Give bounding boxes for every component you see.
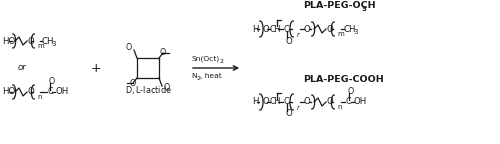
Text: $\mathregular{D,L}$-lactide: $\mathregular{D,L}$-lactide xyxy=(124,84,172,96)
Text: HO: HO xyxy=(2,88,15,96)
Text: CH: CH xyxy=(42,36,54,46)
Text: PLA-PEG-COOH: PLA-PEG-COOH xyxy=(303,74,384,84)
Text: C: C xyxy=(283,97,288,107)
Text: O: O xyxy=(126,43,132,53)
Text: O: O xyxy=(285,36,292,46)
Text: 2: 2 xyxy=(219,59,223,64)
Text: O: O xyxy=(28,36,34,46)
Text: O: O xyxy=(326,97,333,107)
Text: O: O xyxy=(160,48,166,57)
Text: C: C xyxy=(283,24,288,34)
Text: H: H xyxy=(252,97,258,107)
Text: C: C xyxy=(345,97,350,107)
Text: r: r xyxy=(297,32,300,38)
Text: or: or xyxy=(18,64,26,72)
Text: OH: OH xyxy=(354,97,367,107)
Text: 2: 2 xyxy=(196,76,200,81)
Text: OH: OH xyxy=(55,88,68,96)
Text: n: n xyxy=(38,94,42,100)
Text: 3: 3 xyxy=(52,40,56,47)
Text: O: O xyxy=(326,24,333,34)
Text: O: O xyxy=(164,84,170,92)
Text: +: + xyxy=(90,61,102,74)
Text: m: m xyxy=(338,31,344,37)
Text: N: N xyxy=(191,73,196,79)
Text: Sn(Oct): Sn(Oct) xyxy=(191,56,219,62)
Text: O: O xyxy=(304,97,311,107)
Text: O: O xyxy=(262,24,269,34)
Text: O: O xyxy=(28,88,34,96)
Text: CH: CH xyxy=(270,97,281,107)
Text: O: O xyxy=(48,76,55,86)
Text: n: n xyxy=(338,104,342,110)
Text: C: C xyxy=(47,88,52,96)
Text: H: H xyxy=(252,24,258,34)
Text: 3: 3 xyxy=(353,29,358,35)
Text: m: m xyxy=(38,43,44,49)
Text: CH: CH xyxy=(270,24,281,34)
Text: O: O xyxy=(262,97,269,107)
Text: O: O xyxy=(304,24,311,34)
Text: , heat: , heat xyxy=(200,73,222,79)
Text: 3: 3 xyxy=(362,6,367,12)
Text: HO: HO xyxy=(2,36,15,46)
Text: r: r xyxy=(297,105,300,111)
Text: O: O xyxy=(130,79,136,88)
Text: O: O xyxy=(285,109,292,119)
Text: CH: CH xyxy=(344,24,356,34)
Text: PLA-PEG-OCH: PLA-PEG-OCH xyxy=(303,1,376,11)
Text: O: O xyxy=(348,87,354,95)
